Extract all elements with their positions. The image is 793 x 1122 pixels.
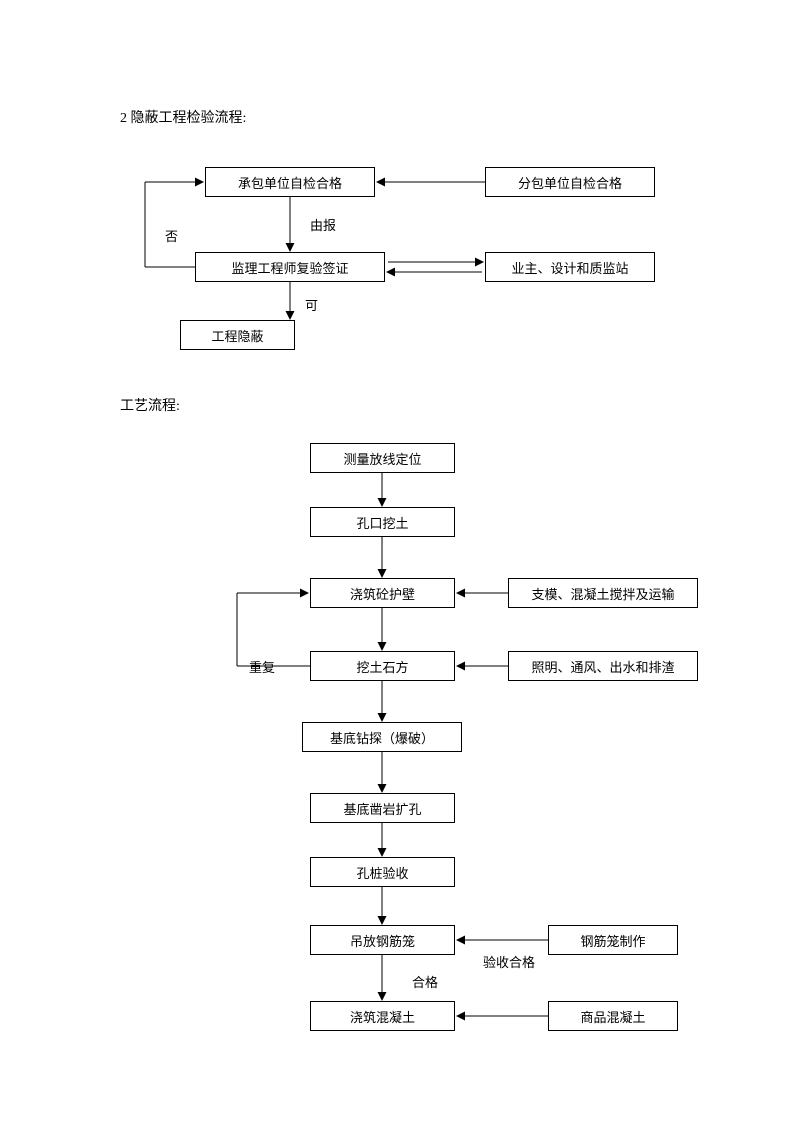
label-repeat: 重复 bbox=[249, 657, 275, 676]
node-b8: 吊放钢筋笼 bbox=[310, 925, 455, 955]
label-ok: 合格 bbox=[412, 972, 438, 991]
label-no: 否 bbox=[165, 226, 178, 245]
node-b2: 孔口挖土 bbox=[310, 507, 455, 537]
label-yes: 可 bbox=[305, 295, 318, 314]
node-a2: 分包单位自检合格 bbox=[485, 167, 655, 197]
flowchart2-title: 工艺流程: bbox=[120, 395, 180, 415]
node-a5: 工程隐蔽 bbox=[180, 320, 295, 350]
label-report: 由报 bbox=[310, 215, 336, 234]
flowchart1-title: 2 隐蔽工程检验流程: bbox=[120, 107, 246, 127]
node-b4: 挖土石方 bbox=[310, 651, 455, 681]
node-a1: 承包单位自检合格 bbox=[205, 167, 375, 197]
node-b5: 基底钻探（爆破） bbox=[302, 722, 462, 752]
page-root: 2 隐蔽工程检验流程: 承包单位自检合格 分包单位自检合格 监理工程师复验签证 … bbox=[0, 0, 793, 1122]
node-b3: 浇筑砼护壁 bbox=[310, 578, 455, 608]
node-b9: 浇筑混凝土 bbox=[310, 1001, 455, 1031]
node-b7: 孔桩验收 bbox=[310, 857, 455, 887]
node-b1: 测量放线定位 bbox=[310, 443, 455, 473]
node-b6: 基底凿岩扩孔 bbox=[310, 793, 455, 823]
node-s2: 照明、通风、出水和排渣 bbox=[508, 651, 698, 681]
label-valid: 验收合格 bbox=[483, 952, 535, 971]
node-a4: 业主、设计和质监站 bbox=[485, 252, 655, 282]
node-a3: 监理工程师复验签证 bbox=[195, 252, 385, 282]
node-s4: 商品混凝土 bbox=[548, 1001, 678, 1031]
node-s3: 钢筋笼制作 bbox=[548, 925, 678, 955]
node-s1: 支模、混凝土搅拌及运输 bbox=[508, 578, 698, 608]
